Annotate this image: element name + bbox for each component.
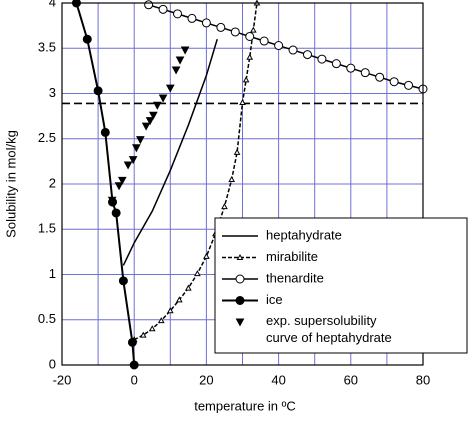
x-tick-label: 60 (344, 372, 358, 387)
series-line (122, 38, 218, 266)
y-tick-label: 1.5 (38, 221, 56, 236)
marker (187, 13, 197, 23)
marker (135, 136, 145, 145)
marker (173, 9, 183, 19)
x-tick-label: -20 (53, 372, 72, 387)
legend-label: ice (266, 292, 283, 307)
legend-box (214, 217, 468, 354)
marker (82, 34, 92, 44)
marker (331, 59, 341, 69)
marker (230, 27, 240, 37)
marker (118, 276, 128, 286)
marker (158, 94, 168, 103)
marker (157, 317, 165, 324)
marker (201, 18, 211, 28)
marker (194, 270, 201, 277)
marker (317, 54, 327, 64)
marker (117, 176, 127, 185)
marker (144, 0, 154, 10)
marker (145, 117, 155, 126)
marker (185, 284, 192, 291)
marker (128, 156, 138, 165)
marker (152, 101, 162, 110)
marker (288, 45, 298, 55)
x-tick-label: 20 (199, 372, 213, 387)
marker (228, 175, 236, 182)
legend-label: thenardite (266, 270, 324, 285)
marker (139, 331, 147, 338)
marker (141, 122, 151, 131)
x-tick-label: 40 (271, 372, 285, 387)
marker (245, 31, 255, 41)
y-axis-title: Solubility in mol/kg (3, 130, 18, 238)
plot-frame (61, 2, 424, 366)
y-tick-label: 3.5 (38, 40, 56, 55)
legend-label: heptahydrate (266, 227, 342, 242)
x-tick-label: 80 (416, 372, 430, 387)
legend: heptahydrate mirabilite thenardite ice exp. … (214, 217, 468, 354)
marker (302, 50, 312, 60)
marker (114, 182, 124, 191)
marker (111, 208, 121, 218)
marker (404, 80, 414, 90)
marker (242, 76, 250, 83)
y-tick-label: 0.5 (38, 311, 56, 326)
marker (239, 99, 246, 106)
marker (246, 53, 254, 60)
marker (175, 296, 183, 303)
marker (375, 72, 385, 82)
marker (171, 66, 181, 75)
marker (148, 325, 156, 332)
legend-marker (235, 318, 245, 327)
legend-label: mirabilite (266, 249, 318, 264)
legend-label: exp. supersolubility curve of heptahydrat… (266, 313, 392, 345)
marker (107, 196, 117, 205)
marker (165, 84, 175, 93)
marker (123, 161, 133, 170)
marker (100, 127, 110, 137)
marker (180, 46, 190, 55)
legend-marker (235, 274, 245, 284)
marker (216, 22, 226, 32)
marker (93, 86, 103, 96)
marker (389, 77, 399, 87)
y-tick-label: 0 (49, 356, 56, 371)
y-tick-label: 2.5 (38, 130, 56, 145)
marker (221, 203, 228, 210)
legend-marker (236, 253, 244, 260)
y-tick-label: 1 (49, 266, 56, 281)
marker (360, 68, 370, 78)
marker (166, 307, 174, 314)
marker (233, 148, 241, 155)
y-tick-label: 2 (49, 175, 56, 190)
marker (175, 56, 185, 65)
marker (158, 4, 168, 14)
marker (346, 63, 356, 73)
y-tick-label: 3 (49, 85, 56, 100)
marker (148, 111, 158, 120)
marker (203, 252, 210, 259)
marker (249, 26, 257, 33)
x-axis-title: temperature in ºC (194, 398, 296, 413)
y-tick-label: 4 (49, 0, 56, 9)
marker (274, 41, 284, 51)
marker (127, 337, 137, 347)
marker (259, 36, 269, 46)
marker (132, 144, 141, 153)
x-tick-label: 0 (131, 372, 138, 387)
legend-marker (235, 296, 245, 305)
